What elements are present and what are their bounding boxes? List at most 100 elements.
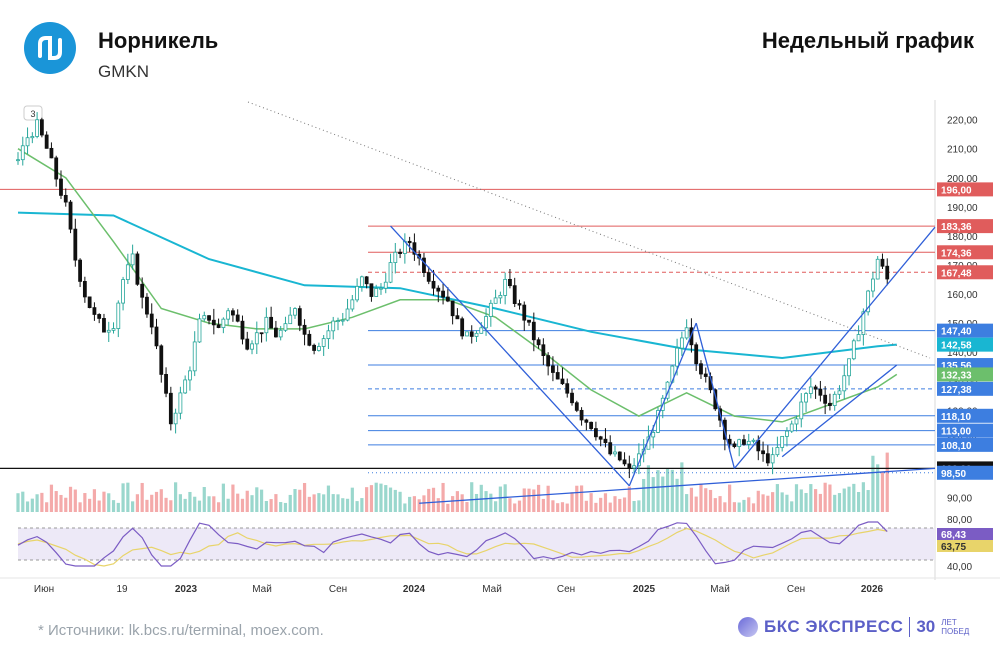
candle-body — [851, 340, 856, 360]
volume-bar — [618, 498, 622, 512]
volume-bar — [231, 484, 235, 512]
candle-body — [106, 329, 111, 333]
volume-bar — [484, 491, 488, 512]
sources-note: * Источники: lk.bcs.ru/terminal, moex.co… — [38, 622, 324, 639]
volume-bar — [780, 492, 784, 512]
candle-body — [20, 145, 25, 161]
volume-bar — [322, 494, 326, 512]
volume-bar — [107, 493, 111, 512]
candle-body — [340, 319, 345, 322]
volume-bar — [479, 484, 483, 512]
volume-bar — [565, 503, 569, 512]
volume-bar — [661, 476, 665, 512]
volume-bar — [154, 491, 159, 512]
volume-bar — [121, 483, 125, 512]
candle-body — [842, 375, 847, 392]
volume-bar — [713, 498, 717, 512]
volume-bar — [408, 496, 412, 512]
candle-body — [775, 447, 780, 456]
volume-bar — [861, 482, 865, 512]
volume-bar — [25, 501, 30, 512]
volume-bar — [398, 491, 402, 512]
candle-body — [469, 331, 474, 337]
volume-bar — [818, 493, 822, 512]
brand-sub-line1: ЛЕТ — [941, 618, 957, 627]
volume-bar — [675, 478, 679, 512]
candle-body — [436, 287, 441, 292]
volume-bar — [474, 493, 479, 512]
candle-body — [379, 287, 383, 290]
volume-bar — [627, 486, 631, 512]
rsi-band — [18, 528, 935, 560]
volume-bars — [16, 452, 889, 512]
long-downtrend-line — [247, 101, 931, 359]
candle-body — [140, 283, 145, 298]
volume-bar — [651, 477, 655, 512]
trend-line — [733, 226, 936, 469]
level-label-box — [937, 381, 993, 396]
volume-bar — [732, 502, 737, 512]
candle-body — [541, 344, 546, 356]
candle-body — [808, 386, 813, 394]
candle-body — [254, 332, 259, 345]
time-axis-label: 2025 — [633, 584, 656, 595]
candle-body — [837, 390, 842, 395]
y-tick-label: 180,00 — [947, 232, 978, 243]
company-title: Норникель — [98, 28, 219, 53]
volume-bar — [73, 489, 77, 512]
candle-body — [369, 283, 374, 297]
candle-body — [770, 454, 775, 464]
volume-bar — [250, 495, 254, 512]
volume-bar — [589, 493, 593, 512]
candle-body — [398, 251, 402, 254]
brand-sub: ЛЕТ ПОБЕД — [941, 618, 969, 636]
candle-body — [536, 339, 541, 346]
volume-bar — [164, 497, 168, 512]
candle-body — [178, 392, 183, 414]
level-label-text: 183,36 — [941, 222, 972, 233]
volume-bar — [221, 483, 225, 512]
volume-bar — [685, 494, 689, 512]
candle-body — [250, 343, 254, 350]
volume-bar — [216, 502, 221, 512]
candle-body — [211, 319, 216, 326]
moving-average-line — [17, 211, 897, 360]
indicator-badge-text: 3 — [30, 109, 35, 119]
volume-bar — [694, 496, 698, 512]
volume-bar — [35, 494, 39, 512]
candle-body — [813, 386, 818, 390]
volume-bar — [599, 497, 603, 512]
candle-body — [675, 347, 679, 367]
volume-bar — [331, 494, 335, 512]
candle-body — [527, 319, 531, 323]
volume-bar — [403, 503, 407, 512]
candle-body — [202, 315, 207, 320]
candle-body — [97, 314, 102, 319]
volume-bar — [45, 502, 49, 512]
volume-bar — [336, 494, 340, 512]
volume-bar — [92, 489, 97, 512]
candle-body — [460, 318, 465, 337]
level-label-box — [937, 465, 993, 480]
candle-body — [431, 280, 436, 289]
volume-bar — [823, 482, 827, 512]
candle-body — [16, 159, 20, 162]
volume-bar — [283, 502, 288, 512]
candle-body — [885, 265, 890, 280]
candle-body — [59, 178, 63, 196]
volume-bar — [532, 489, 536, 512]
volume-bar — [197, 500, 202, 512]
candle-body — [694, 344, 699, 365]
candle-body — [441, 290, 445, 298]
volume-bar — [145, 499, 149, 512]
volume-bar — [584, 500, 588, 512]
volume-bar — [150, 494, 154, 512]
candle-body — [307, 333, 312, 346]
candle-body — [861, 311, 866, 335]
volume-bar — [183, 498, 187, 512]
candle-body — [598, 436, 603, 440]
rsi-level-text: 63,75 — [941, 542, 966, 553]
candle-body — [44, 134, 49, 149]
candle-body — [551, 365, 555, 373]
candle-body — [183, 379, 188, 394]
